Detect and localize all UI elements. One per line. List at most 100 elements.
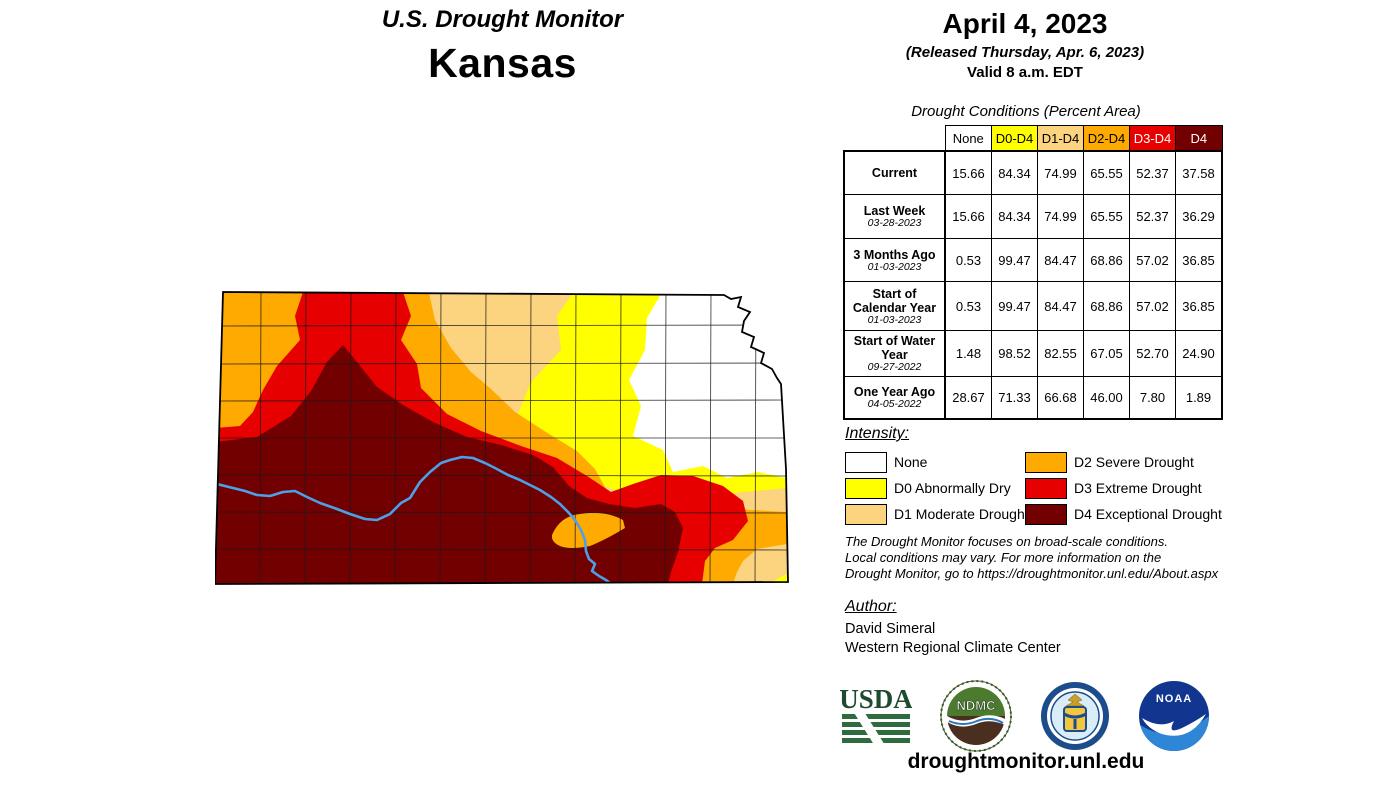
legend-label: D2 Severe Drought [1074,454,1194,470]
legend-item-d4: D4 Exceptional Drought [1025,501,1222,527]
cell-value: 52.70 [1129,330,1176,377]
cell-value: 36.85 [1175,281,1223,331]
col-header-none: None [944,125,992,152]
row-date: 04-05-2022 [867,398,922,410]
row-label: 3 Months Ago [853,247,936,262]
cell-value: 67.05 [1083,330,1130,377]
map-date: April 4, 2023 [942,8,1108,39]
ndmc-logo: NDMC [940,680,1012,752]
cell-value: 46.00 [1083,376,1130,420]
disclaimer-line: Drought Monitor, go to https://droughtmo… [845,566,1219,581]
cell-value: 74.99 [1037,194,1084,239]
legend-label: D1 Moderate Drought [894,506,1029,522]
cell-value: 99.47 [991,281,1038,331]
svg-text:USDA: USDA [840,685,912,714]
release-date: (Released Thursday, Apr. 6, 2023) [905,44,1145,61]
intensity-legend: None D2 Severe Drought D0 Abnormally Dry… [845,449,1222,527]
cell-value: 84.47 [1037,238,1084,282]
col-header-d0d4: D0-D4 [991,125,1038,152]
legend-label: D0 Abnormally Dry [894,480,1011,496]
table-row: Start of Calendar Year 01-03-2023 0.53 99… [843,281,1223,331]
cell-value: 15.66 [944,150,992,195]
row-label: Last Week [863,204,926,218]
cell-value: 99.47 [991,238,1038,282]
svg-text:NDMC: NDMC [957,698,997,713]
row-date: 01-03-2023 [867,260,922,273]
droughtmonitor-url: droughtmonitor.unl.edu [907,750,1145,773]
legend-item-d2: D2 Severe Drought [1025,449,1220,475]
kansas-drought-map [215,291,789,585]
cell-value: 74.99 [1037,150,1084,195]
drought-conditions-table: None D0-D4 D1-D4 D2-D4 D3-D4 D4 Current … [843,125,1223,420]
cell-value: 71.33 [991,376,1038,420]
cell-value: 37.58 [1175,150,1223,195]
col-header-d2d4: D2-D4 [1083,125,1130,152]
noaa-logo: NOAA [1139,681,1209,751]
legend-swatch-none [845,451,887,473]
legend-item-d3: D3 Extreme Drought [1025,475,1220,501]
cell-value: 84.47 [1037,281,1084,331]
table-row: Current 15.66 84.34 74.99 65.55 52.37 37… [843,150,1223,195]
cell-value: 65.55 [1083,194,1130,239]
cell-value: 84.34 [991,194,1038,239]
legend-label: None [894,454,928,470]
commerce-seal [1041,682,1109,750]
legend-swatch-d0 [845,477,887,499]
cell-value: 52.37 [1129,150,1176,195]
author-org: Western Regional Climate Center [845,640,1061,656]
cell-value: 98.52 [991,330,1038,377]
cell-value: 0.53 [944,281,992,331]
map-patch-d2 [551,512,625,548]
usda-logo: USDA [840,685,912,747]
legend-swatch-d4 [1025,503,1067,525]
legend-item-none: None [845,449,1025,475]
cell-value: 36.29 [1175,194,1223,239]
legend-item-d1: D1 Moderate Drought [845,501,1029,527]
col-header-d1d4: D1-D4 [1037,125,1084,152]
row-label: Current [871,166,918,180]
arkansas-river [215,455,613,584]
table-row: One Year Ago 04-05-2022 28.67 71.33 66.68… [843,376,1223,420]
logo-row: USDA NDMC NOAA [840,680,1210,752]
cell-value: 36.85 [1175,238,1223,282]
row-label: Start of Calendar Year [852,286,937,315]
row-date: 03-28-2023 [867,217,922,229]
cell-value: 24.90 [1175,330,1223,377]
cell-value: 7.80 [1129,376,1176,420]
valid-time: Valid 8 a.m. EDT [967,64,1083,81]
cell-value: 28.67 [944,376,992,420]
cell-value: 1.89 [1175,376,1223,420]
cell-value: 52.37 [1129,194,1176,239]
report-title: U.S. Drought Monitor [381,6,624,33]
legend-swatch-d1 [845,503,887,525]
county-grid [215,292,788,584]
svg-text:NOAA: NOAA [1156,693,1192,705]
cell-value: 82.55 [1037,330,1084,377]
author-name: David Simeral [845,621,936,637]
author-heading: Author: [845,598,897,615]
cell-value: 57.02 [1129,281,1176,331]
cell-value: 65.55 [1083,150,1130,195]
disclaimer-line: Local conditions may vary. For more info… [845,550,1162,565]
table-row: Start of Water Year 09-27-2022 1.48 98.52… [843,330,1223,377]
disclaimer: The Drought Monitor focuses on broad-sca… [845,534,1225,582]
row-label: One Year Ago [853,385,936,399]
cell-value: 0.53 [944,238,992,282]
table-row: 3 Months Ago 01-03-2023 0.53 99.47 84.47 … [843,238,1223,282]
legend-title: Intensity: [845,425,910,442]
row-date: 01-03-2023 [867,313,922,326]
cell-value: 84.34 [991,150,1038,195]
legend-item-d0: D0 Abnormally Dry [845,475,1025,501]
cell-value: 15.66 [944,194,992,239]
table-caption: Drought Conditions (Percent Area) [911,103,1141,120]
legend-label: D4 Exceptional Drought [1074,506,1222,522]
col-header-d4: D4 [1175,125,1223,152]
cell-value: 66.68 [1037,376,1084,420]
cell-value: 1.48 [944,330,992,377]
cell-value: 57.02 [1129,238,1176,282]
cell-value: 68.86 [1083,238,1130,282]
state-border [215,291,789,585]
legend-swatch-d2 [1025,451,1067,473]
row-date: 09-27-2022 [867,361,922,373]
